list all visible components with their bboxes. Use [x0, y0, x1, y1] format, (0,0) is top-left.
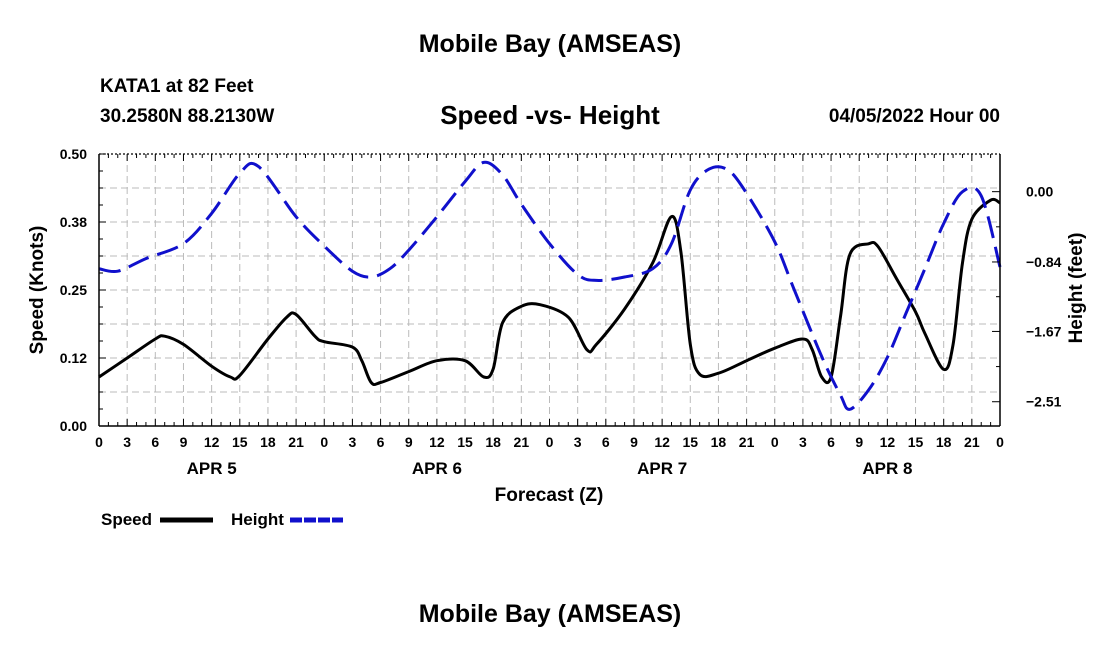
legend-label-speed: Speed — [101, 510, 152, 529]
x-tick-label: 18 — [485, 434, 501, 450]
x-tick-label: 18 — [260, 434, 276, 450]
y2-tick-label: −2.51 — [1026, 394, 1062, 410]
x-tick-label: 18 — [711, 434, 727, 450]
x-tick-label: 21 — [514, 434, 530, 450]
y-tick-label: 0.12 — [60, 350, 87, 366]
coordinates-label: 30.2580N 88.2130W — [100, 106, 275, 127]
day-label: APR 5 — [187, 459, 237, 478]
x-tick-label: 12 — [880, 434, 896, 450]
x-tick-label: 0 — [996, 434, 1004, 450]
y2-tick-label: −0.84 — [1026, 254, 1062, 270]
forecast-datetime: 04/05/2022 Hour 00 — [828, 106, 1000, 127]
page-title-bottom: Mobile Bay (AMSEAS) — [418, 600, 682, 628]
x-tick-label: 9 — [855, 434, 863, 450]
x-tick-label: 15 — [232, 434, 248, 450]
page-title: Mobile Bay (AMSEAS) — [418, 30, 682, 58]
day-label: APR 8 — [862, 459, 912, 478]
x-tick-label: 3 — [574, 434, 582, 450]
x-tick-label: 15 — [682, 434, 698, 450]
x-tick-label: 21 — [288, 434, 304, 450]
day-label: APR 7 — [637, 459, 687, 478]
x-tick-label: 15 — [908, 434, 924, 450]
x-tick-label: 9 — [405, 434, 413, 450]
x-tick-label: 12 — [204, 434, 220, 450]
x-tick-label: 15 — [457, 434, 473, 450]
y2-tick-label: −1.67 — [1026, 323, 1062, 339]
x-tick-label: 6 — [151, 434, 159, 450]
x-tick-label: 12 — [654, 434, 670, 450]
x-tick-label: 21 — [964, 434, 980, 450]
series-line-speed — [98, 197, 1001, 387]
x-tick-label: 9 — [630, 434, 638, 450]
y-tick-label: 0.38 — [60, 214, 87, 230]
x-tick-label: 18 — [936, 434, 952, 450]
x-tick-label: 0 — [95, 434, 103, 450]
x-tick-label: 6 — [827, 434, 835, 450]
axes — [98, 153, 1001, 427]
legend: Speed Height — [101, 510, 343, 529]
legend-label-height: Height — [231, 510, 284, 529]
x-tick-label: 3 — [123, 434, 131, 450]
y-axis-title: Speed (Knots) — [27, 226, 48, 355]
x-tick-label: 0 — [546, 434, 554, 450]
x-axis-title: Forecast (Z) — [495, 485, 604, 506]
x-tick-label: 3 — [799, 434, 807, 450]
x-tick-label: 0 — [320, 434, 328, 450]
x-tick-label: 3 — [349, 434, 357, 450]
y-tick-label: 0.00 — [60, 418, 87, 434]
y-tick-label: 0.25 — [60, 282, 87, 298]
x-tick-label: 0 — [771, 434, 779, 450]
x-tick-label: 9 — [180, 434, 188, 450]
axis-labels: 0 3 6 9 12 15 18 21 0 3 6 9 12 15 18 21 0 3 6 9 12 15 18 21 0 3 6 9… — [27, 146, 1087, 506]
chart-title: Speed -vs- Height — [440, 100, 660, 130]
x-tick-label: 6 — [602, 434, 610, 450]
y2-tick-label: 0.00 — [1026, 184, 1053, 200]
day-label: APR 6 — [412, 459, 462, 478]
x-tick-label: 21 — [739, 434, 755, 450]
x-tick-label: 6 — [377, 434, 385, 450]
series-line-height — [98, 160, 1002, 411]
x-tick-label: 12 — [429, 434, 445, 450]
y-tick-label: 0.50 — [60, 146, 87, 162]
y2-axis-title: Height (feet) — [1066, 233, 1087, 344]
grid-lines — [99, 154, 1000, 426]
station-label: KATA1 at 82 Feet — [100, 76, 254, 97]
series-layer — [98, 160, 1002, 411]
